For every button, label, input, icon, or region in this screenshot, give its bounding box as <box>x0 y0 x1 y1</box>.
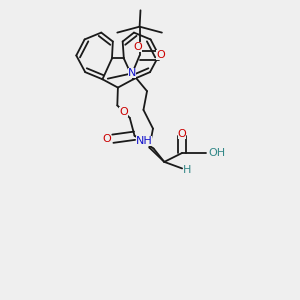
Text: H: H <box>183 165 192 175</box>
Text: NH: NH <box>136 136 152 146</box>
Text: O: O <box>178 129 187 139</box>
Text: OH: OH <box>208 148 225 158</box>
Text: N: N <box>128 68 136 78</box>
Text: O: O <box>133 42 142 52</box>
Text: O: O <box>119 107 128 117</box>
Text: O: O <box>156 50 165 61</box>
Text: O: O <box>103 134 111 144</box>
